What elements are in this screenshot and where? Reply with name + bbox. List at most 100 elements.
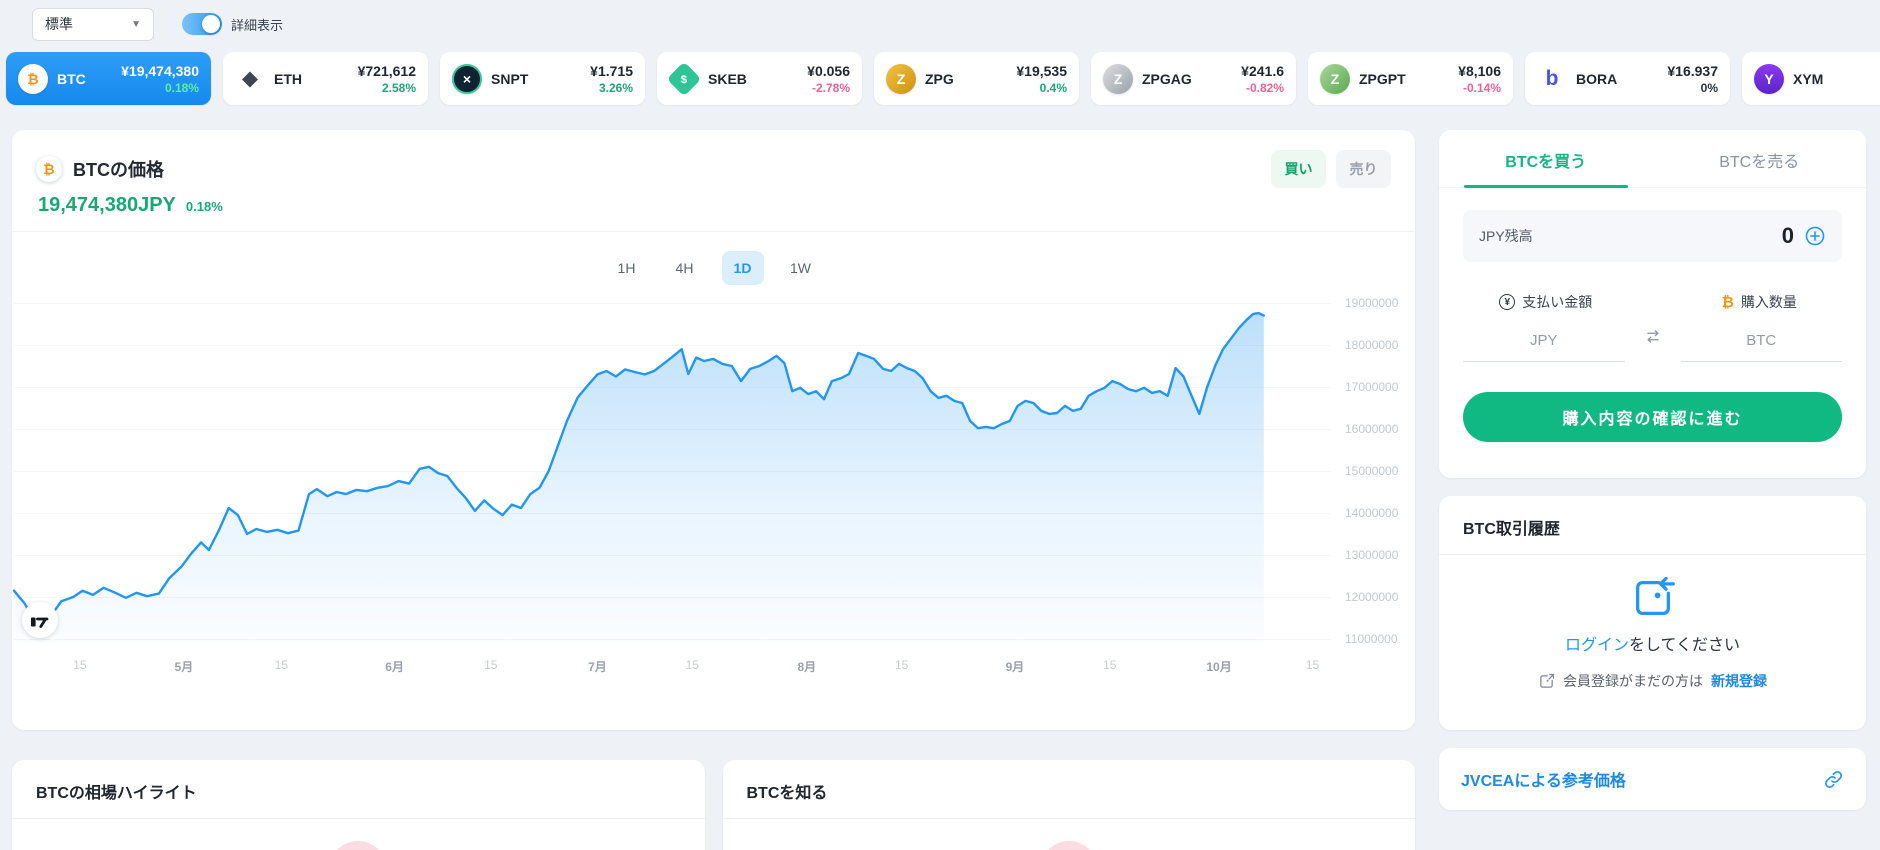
tab-buy-btc[interactable]: BTCを買う <box>1439 148 1653 188</box>
trade-history-title: BTC取引履歴 <box>1439 496 1866 555</box>
ticker-card-xym[interactable]: Y XYM <box>1742 52 1880 105</box>
ticker-change: -2.78% <box>811 80 850 95</box>
chart-plot-area[interactable]: 19000000 18000000 17000000 16000000 15000000… <box>12 296 1398 646</box>
market-highlight-title: BTCの相場ハイライト <box>12 760 705 819</box>
timeframe-selector: 1H 4H 1D 1W <box>12 232 1415 294</box>
x-axis-label: 6月 <box>385 660 404 674</box>
ticker-change: 2.58% <box>381 80 416 95</box>
ticker-price: ¥16.937 <box>1667 62 1718 79</box>
ticker-symbol: ZPG <box>925 70 954 87</box>
zpgpt-coin-icon: Z <box>1320 63 1350 94</box>
topbar: 標準 ▼ 詳細表示 <box>0 0 1880 42</box>
jpy-balance-value: 0 <box>1781 223 1794 248</box>
toggle-knob <box>202 15 220 33</box>
pay-amount-label: 支払い金額 <box>1522 294 1593 310</box>
ticker-change: -0.14% <box>1462 80 1501 95</box>
ticker-price: ¥8,106 <box>1458 62 1501 79</box>
chart-x-axis: 15 5月 15 6月 15 7月 15 8月 15 9月 15 10月 15 <box>14 654 1331 680</box>
y-axis-label: 19000000 <box>1345 295 1399 310</box>
gridline <box>14 345 1331 346</box>
jvcea-link[interactable]: JVCEAによる参考価格 <box>1461 773 1626 790</box>
tab-sell-btc[interactable]: BTCを売る <box>1719 154 1800 171</box>
divider <box>12 231 1415 232</box>
zpgag-coin-icon: Z <box>1103 63 1133 94</box>
jpy-balance-label: JPY残高 <box>1479 228 1533 244</box>
ticker-card-bora[interactable]: b BORA ¥16.937 0% <box>1525 52 1730 105</box>
x-axis-label: 15 <box>484 658 498 672</box>
y-axis-label: 13000000 <box>1345 548 1399 562</box>
decorative-blob <box>329 841 388 850</box>
ticker-card-eth[interactable]: ◆ ETH ¥721,612 2.58% <box>223 52 428 105</box>
ticker-card-zpg[interactable]: Z ZPG ¥19,535 0.4% <box>874 52 1079 105</box>
jpy-amount-input[interactable] <box>1463 332 1625 362</box>
timeframe-1w[interactable]: 1W <box>790 260 811 276</box>
x-axis-label: 15 <box>894 658 909 672</box>
ticker-card-zpgag[interactable]: Z ZPGAG ¥241.6 -0.82% <box>1091 52 1296 105</box>
ticker-card-btc[interactable]: ₿ BTC ¥19,474,380 0.18% <box>6 52 211 105</box>
ticker-symbol: BORA <box>1576 70 1618 87</box>
login-suffix: をしてください <box>1628 637 1741 654</box>
x-axis-label: 15 <box>73 658 87 672</box>
ticker-symbol: ETH <box>274 70 302 87</box>
eth-coin-icon: ◆ <box>241 67 259 90</box>
display-mode-select[interactable]: 標準 ▼ <box>32 7 154 41</box>
timeframe-1d[interactable]: 1D <box>721 251 764 285</box>
coin-ticker-row: ₿ BTC ¥19,474,380 0.18% ◆ ETH ¥721,612 2.58% × SN… <box>0 52 1880 106</box>
gridline <box>14 302 1331 304</box>
yen-circle-icon: ¥ <box>1499 294 1516 310</box>
snpt-coin-icon: × <box>452 63 482 94</box>
bora-coin-icon: b <box>1545 66 1559 90</box>
x-axis-label: 15 <box>274 658 289 672</box>
ticker-change: 0.18% <box>164 80 199 95</box>
ticker-card-zpgpt[interactable]: Z ZPGPT ¥8,106 -0.14% <box>1308 52 1513 105</box>
ticker-price: ¥19,535 <box>1016 62 1067 79</box>
x-axis-label: 8月 <box>797 660 817 674</box>
zpg-coin-icon: Z <box>886 63 916 94</box>
y-axis-label: 15000000 <box>1345 464 1399 478</box>
external-link-icon[interactable] <box>1823 769 1844 790</box>
swap-icon[interactable] <box>1644 328 1661 350</box>
market-highlight-card: BTCの相場ハイライト <box>12 760 705 850</box>
register-link[interactable]: 新規登録 <box>1711 673 1767 689</box>
sell-pill-button[interactable]: 売り <box>1336 150 1391 188</box>
ticker-change: -0.82% <box>1245 80 1284 95</box>
current-change: 0.18% <box>185 199 223 214</box>
tradingview-logo[interactable] <box>22 602 58 638</box>
ticker-symbol: SKEB <box>708 70 747 87</box>
login-link[interactable]: ログイン <box>1564 637 1629 654</box>
x-axis-label: 15 <box>1305 658 1320 672</box>
ticker-price: ¥721,612 <box>357 62 416 79</box>
trade-panel: BTCを買う BTCを売る JPY残高 0 ¥ 支払い金額 <box>1439 130 1866 478</box>
ticker-price: ¥0.056 <box>807 62 850 79</box>
x-axis-label: 15 <box>1103 658 1117 672</box>
register-prefix: 会員登録がまだの方は <box>1563 673 1703 689</box>
btc-quantity-input[interactable] <box>1680 332 1842 362</box>
ticker-price: ¥241.6 <box>1241 62 1284 79</box>
ticker-change: 0% <box>1700 80 1718 95</box>
price-chart-card: ₿ BTCの価格 買い 売り 19,474,380JPY 0.18% 1H 4H 1… <box>12 130 1415 730</box>
detail-view-toggle[interactable] <box>182 13 222 35</box>
add-funds-icon[interactable] <box>1804 225 1826 247</box>
btc-coin-icon: ₿ <box>18 63 48 94</box>
about-btc-title: BTCを知る <box>722 760 1415 819</box>
decorative-blob <box>1039 841 1098 850</box>
current-price: 19,474,380JPY <box>38 194 176 216</box>
x-axis-label: 5月 <box>174 660 194 674</box>
y-axis-label: 17000000 <box>1345 380 1399 394</box>
xym-coin-icon: Y <box>1754 63 1784 94</box>
x-axis-label: 9月 <box>1005 660 1025 674</box>
buy-pill-button[interactable]: 買い <box>1271 150 1326 188</box>
ticker-card-skeb[interactable]: $ SKEB ¥0.056 -2.78% <box>657 52 862 105</box>
btc-small-icon: ₿ <box>1721 293 1734 311</box>
ticker-symbol: ZPGPT <box>1359 70 1406 87</box>
timeframe-1h[interactable]: 1H <box>617 260 636 276</box>
y-axis-label: 12000000 <box>1345 589 1399 604</box>
chevron-down-icon: ▼ <box>131 18 141 30</box>
ticker-card-snpt[interactable]: × SNPT ¥1.715 3.26% <box>440 52 645 105</box>
about-btc-card: BTCを知る <box>722 760 1415 850</box>
ticker-change: 3.26% <box>598 80 633 95</box>
x-axis-label: 10月 <box>1206 660 1232 674</box>
y-axis-label: 11000000 <box>1345 632 1398 646</box>
confirm-purchase-button[interactable]: 購入内容の確認に進む <box>1463 392 1842 442</box>
timeframe-4h[interactable]: 4H <box>675 260 694 276</box>
